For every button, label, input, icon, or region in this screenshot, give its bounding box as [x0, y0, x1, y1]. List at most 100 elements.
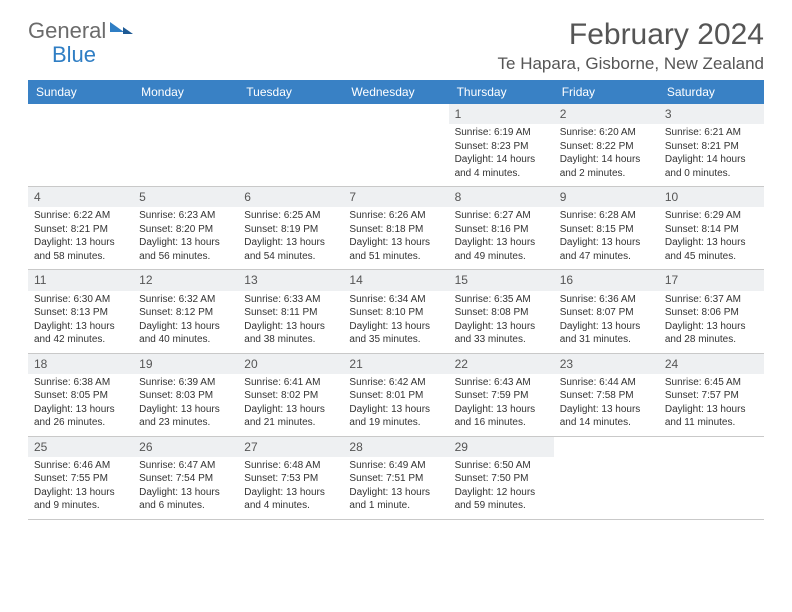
day-number: 20	[238, 354, 343, 374]
sunrise-text: Sunrise: 6:29 AM	[665, 209, 758, 223]
sunset-text: Sunset: 8:15 PM	[560, 223, 653, 237]
weekday-monday: Monday	[133, 80, 238, 104]
calendar-cell-empty: .	[28, 104, 133, 187]
sunrise-text: Sunrise: 6:43 AM	[455, 376, 548, 390]
day-number: 27	[238, 437, 343, 457]
calendar-cell: 9Sunrise: 6:28 AMSunset: 8:15 PMDaylight…	[554, 187, 659, 270]
weekday-tuesday: Tuesday	[238, 80, 343, 104]
calendar-cell: 10Sunrise: 6:29 AMSunset: 8:14 PMDayligh…	[659, 187, 764, 270]
logo-triangle-icon	[110, 22, 124, 32]
sunset-text: Sunset: 8:11 PM	[244, 306, 337, 320]
daylight-text: Daylight: 13 hours and 23 minutes.	[139, 403, 232, 430]
calendar-cell: 4Sunrise: 6:22 AMSunset: 8:21 PMDaylight…	[28, 187, 133, 270]
calendar-cell: 13Sunrise: 6:33 AMSunset: 8:11 PMDayligh…	[238, 270, 343, 353]
sunrise-text: Sunrise: 6:42 AM	[349, 376, 442, 390]
logo-triangle-icon-2	[123, 27, 133, 34]
day-number: 13	[238, 270, 343, 290]
sunrise-text: Sunrise: 6:32 AM	[139, 293, 232, 307]
weekday-wednesday: Wednesday	[343, 80, 448, 104]
calendar-cell: 17Sunrise: 6:37 AMSunset: 8:06 PMDayligh…	[659, 270, 764, 353]
sunrise-text: Sunrise: 6:48 AM	[244, 459, 337, 473]
sunrise-text: Sunrise: 6:50 AM	[455, 459, 548, 473]
daylight-text: Daylight: 12 hours and 59 minutes.	[455, 486, 548, 513]
daylight-text: Daylight: 13 hours and 49 minutes.	[455, 236, 548, 263]
calendar-cell: 28Sunrise: 6:49 AMSunset: 7:51 PMDayligh…	[343, 437, 448, 520]
day-number: 24	[659, 354, 764, 374]
sunset-text: Sunset: 8:12 PM	[139, 306, 232, 320]
month-title: February 2024	[498, 18, 764, 52]
day-number: 8	[449, 187, 554, 207]
calendar-cell: 27 Sunrise: 6:48 AMSunset: 7:53 PMDayligh…	[238, 437, 343, 520]
day-number: 4	[28, 187, 133, 207]
calendar-cell: 6Sunrise: 6:25 AMSunset: 8:19 PMDaylight…	[238, 187, 343, 270]
daylight-text: Daylight: 14 hours and 0 minutes.	[665, 153, 758, 180]
daylight-text: Daylight: 13 hours and 14 minutes.	[560, 403, 653, 430]
daylight-text: Daylight: 13 hours and 9 minutes.	[34, 486, 127, 513]
day-number: 29	[449, 437, 554, 457]
sunset-text: Sunset: 8:19 PM	[244, 223, 337, 237]
sunrise-text: Sunrise: 6:25 AM	[244, 209, 337, 223]
weekday-thursday: Thursday	[449, 80, 554, 104]
daylight-text: Daylight: 13 hours and 40 minutes.	[139, 320, 232, 347]
sunset-text: Sunset: 7:50 PM	[455, 472, 548, 486]
logo-text-first: General	[28, 18, 106, 44]
sunrise-text: Sunrise: 6:36 AM	[560, 293, 653, 307]
sunrise-text: Sunrise: 6:44 AM	[560, 376, 653, 390]
daylight-text: Daylight: 13 hours and 19 minutes.	[349, 403, 442, 430]
sunset-text: Sunset: 8:08 PM	[455, 306, 548, 320]
day-number: 18	[28, 354, 133, 374]
calendar-cell-empty: .	[659, 437, 764, 520]
sunset-text: Sunset: 7:53 PM	[244, 472, 337, 486]
day-number: 5	[133, 187, 238, 207]
calendar-cell: 8Sunrise: 6:27 AMSunset: 8:16 PMDaylight…	[449, 187, 554, 270]
sunset-text: Sunset: 8:21 PM	[34, 223, 127, 237]
sunset-text: Sunset: 8:07 PM	[560, 306, 653, 320]
daylight-text: Daylight: 14 hours and 4 minutes.	[455, 153, 548, 180]
calendar-cell: 1Sunrise: 6:19 AMSunset: 8:23 PMDaylight…	[449, 104, 554, 187]
sunrise-text: Sunrise: 6:23 AM	[139, 209, 232, 223]
sunset-text: Sunset: 8:03 PM	[139, 389, 232, 403]
sunset-text: Sunset: 8:20 PM	[139, 223, 232, 237]
day-number: 10	[659, 187, 764, 207]
sunset-text: Sunset: 8:23 PM	[455, 140, 548, 154]
weekday-sunday: Sunday	[28, 80, 133, 104]
day-number: 1	[449, 104, 554, 124]
daylight-text: Daylight: 13 hours and 47 minutes.	[560, 236, 653, 263]
daylight-text: Daylight: 13 hours and 38 minutes.	[244, 320, 337, 347]
day-number: 12	[133, 270, 238, 290]
sunrise-text: Sunrise: 6:35 AM	[455, 293, 548, 307]
day-number: 25	[28, 437, 133, 457]
daylight-text: Daylight: 13 hours and 11 minutes.	[665, 403, 758, 430]
day-number: 11	[28, 270, 133, 290]
day-number: 26	[133, 437, 238, 457]
calendar-cell: 19Sunrise: 6:39 AMSunset: 8:03 PMDayligh…	[133, 354, 238, 437]
sunset-text: Sunset: 7:51 PM	[349, 472, 442, 486]
calendar-cell: 16Sunrise: 6:36 AMSunset: 8:07 PMDayligh…	[554, 270, 659, 353]
sunrise-text: Sunrise: 6:41 AM	[244, 376, 337, 390]
sunset-text: Sunset: 8:16 PM	[455, 223, 548, 237]
day-number: 28	[343, 437, 448, 457]
daylight-text: Daylight: 13 hours and 26 minutes.	[34, 403, 127, 430]
sunset-text: Sunset: 7:58 PM	[560, 389, 653, 403]
sunrise-text: Sunrise: 6:37 AM	[665, 293, 758, 307]
sunrise-text: Sunrise: 6:47 AM	[139, 459, 232, 473]
daylight-text: Daylight: 13 hours and 4 minutes.	[244, 486, 337, 513]
sunrise-text: Sunrise: 6:21 AM	[665, 126, 758, 140]
day-number: 14	[343, 270, 448, 290]
calendar-cell: 23Sunrise: 6:44 AMSunset: 7:58 PMDayligh…	[554, 354, 659, 437]
day-number: 22	[449, 354, 554, 374]
weekday-saturday: Saturday	[659, 80, 764, 104]
sunrise-text: Sunrise: 6:20 AM	[560, 126, 653, 140]
location: Te Hapara, Gisborne, New Zealand	[498, 54, 764, 74]
daylight-text: Daylight: 13 hours and 1 minute.	[349, 486, 442, 513]
daylight-text: Daylight: 13 hours and 42 minutes.	[34, 320, 127, 347]
day-number: 6	[238, 187, 343, 207]
logo-text-second: Blue	[52, 42, 96, 68]
title-block: February 2024 Te Hapara, Gisborne, New Z…	[498, 18, 764, 74]
calendar-cell-empty: .	[554, 437, 659, 520]
calendar-cell: 24Sunrise: 6:45 AMSunset: 7:57 PMDayligh…	[659, 354, 764, 437]
daylight-text: Daylight: 13 hours and 45 minutes.	[665, 236, 758, 263]
daylight-text: Daylight: 13 hours and 16 minutes.	[455, 403, 548, 430]
calendar-cell: 25Sunrise: 6:46 AMSunset: 7:55 PMDayligh…	[28, 437, 133, 520]
calendar-grid: ....1Sunrise: 6:19 AMSunset: 8:23 PMDayl…	[28, 104, 764, 520]
